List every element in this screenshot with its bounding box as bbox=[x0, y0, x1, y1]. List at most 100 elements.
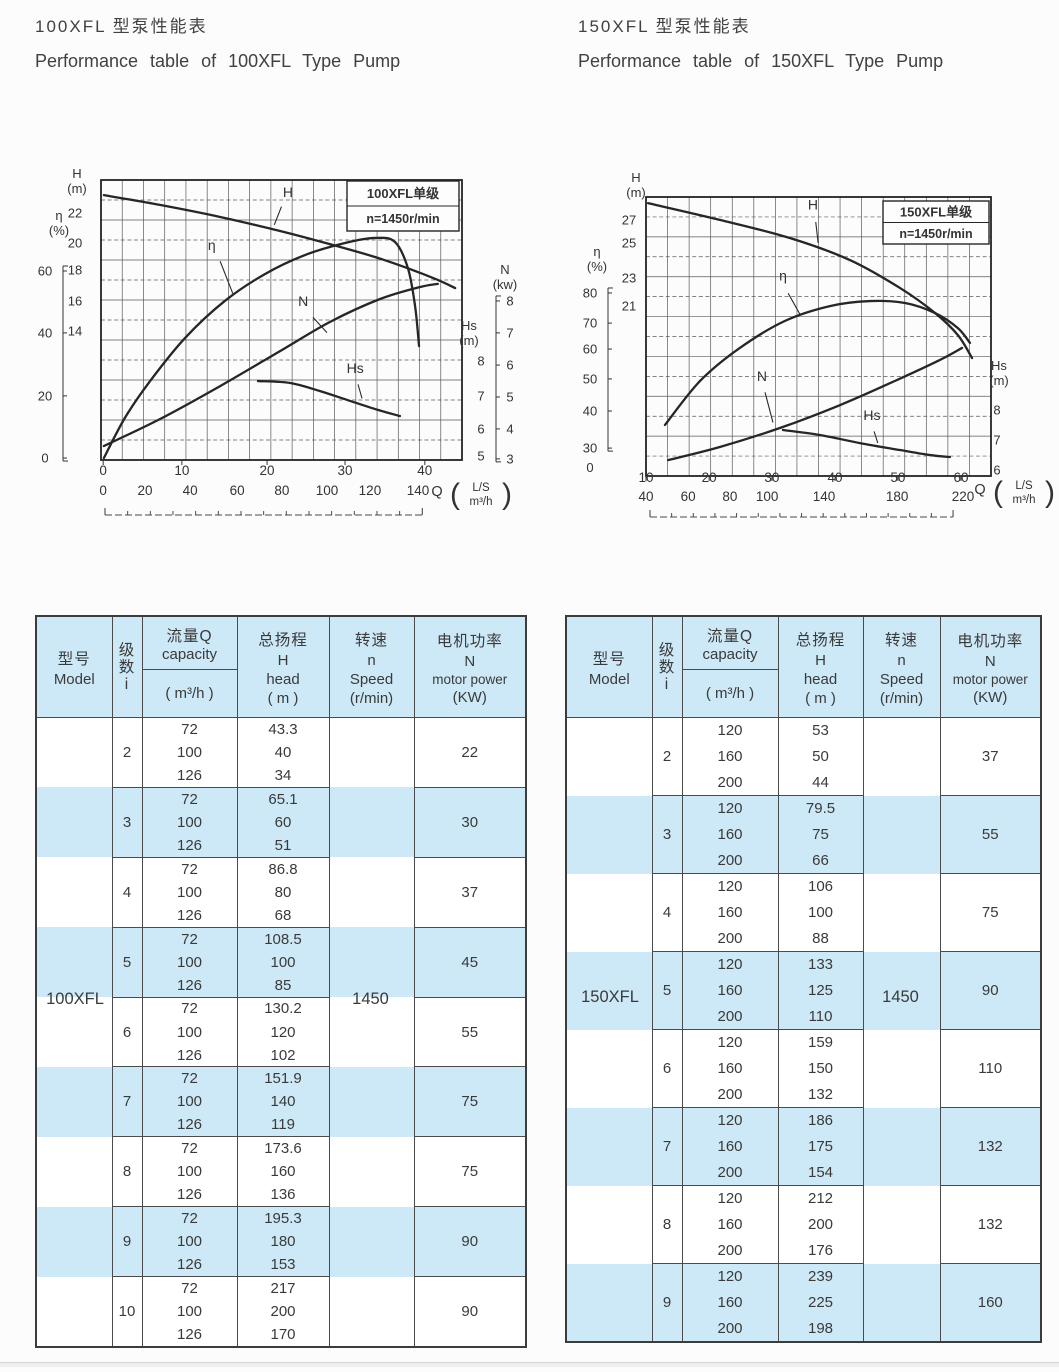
col-power-line: motor power bbox=[432, 671, 508, 687]
svg-text:70: 70 bbox=[583, 316, 597, 331]
col-model: 型号 Model bbox=[565, 616, 653, 718]
svg-text:10: 10 bbox=[174, 463, 189, 478]
svg-text:(%): (%) bbox=[587, 259, 607, 274]
head-cell: 110 bbox=[777, 1003, 864, 1030]
chart-title-box: 150XFL单级 n=1450r/min bbox=[882, 200, 990, 245]
page-title-en-100xfl: Performance table of 100XFL Type Pump bbox=[35, 51, 401, 71]
model-segment-cell bbox=[565, 873, 653, 952]
table-row: 100 100 bbox=[36, 950, 526, 974]
power-cell: 30 bbox=[413, 786, 527, 858]
table-row: 100 200 bbox=[36, 1299, 526, 1324]
capacity-cell: 126 bbox=[141, 1253, 238, 1277]
capacity-cell: 126 bbox=[141, 764, 238, 788]
table-row: 7 120 186 132 bbox=[565, 1107, 1042, 1186]
model-segment-cell bbox=[35, 927, 113, 998]
col-stage-line: 级 bbox=[118, 641, 136, 659]
model-segment-cell bbox=[35, 1066, 113, 1137]
col-power-line: N bbox=[464, 652, 476, 670]
svg-text:(: ( bbox=[450, 478, 460, 511]
capacity-cell: 126 bbox=[141, 833, 238, 858]
head-cell: 68 bbox=[236, 903, 330, 928]
col-capacity-unit: ( m³/h ) bbox=[165, 685, 214, 702]
power-cell: 55 bbox=[413, 996, 527, 1067]
col-stage-line: i bbox=[124, 675, 130, 693]
svg-text:0: 0 bbox=[41, 451, 48, 466]
svg-text:(%): (%) bbox=[49, 223, 69, 238]
col-speed-line: (r/min) bbox=[349, 689, 394, 707]
svg-text:Hs: Hs bbox=[991, 358, 1007, 373]
table-row: 3 120 79.5 55 bbox=[565, 795, 1042, 874]
table-row: 126 153 bbox=[36, 1253, 526, 1277]
head-cell: 225 bbox=[777, 1289, 864, 1316]
svg-text:0: 0 bbox=[99, 483, 107, 498]
capacity-cell: 126 bbox=[141, 1113, 238, 1137]
head-cell: 175 bbox=[777, 1133, 864, 1160]
power-cell: 132 bbox=[939, 1107, 1042, 1186]
power-cell: 45 bbox=[413, 926, 527, 998]
svg-text:(kw): (kw) bbox=[493, 277, 518, 292]
col-capacity-title: 流量Q capacity bbox=[142, 617, 237, 670]
svg-text:(m): (m) bbox=[67, 181, 87, 196]
stage-cell: 4 bbox=[651, 873, 683, 952]
model-segment-cell bbox=[35, 857, 113, 928]
col-head-line: 总扬程 bbox=[795, 631, 846, 649]
col-power-line: motor power bbox=[952, 671, 1028, 687]
head-cell: 102 bbox=[236, 1043, 330, 1067]
capacity-cell: 100 bbox=[141, 740, 238, 765]
svg-text:14: 14 bbox=[68, 323, 82, 338]
model-segment-cell bbox=[565, 795, 653, 874]
head-cell: 151.9 bbox=[236, 1066, 330, 1091]
speed-segment-cell bbox=[328, 1276, 415, 1347]
svg-text:40: 40 bbox=[583, 403, 597, 418]
capacity-cell: 100 bbox=[141, 810, 238, 834]
model-segment-cell bbox=[35, 1136, 113, 1207]
table-row: 126 34 bbox=[36, 764, 526, 788]
svg-text:7: 7 bbox=[506, 325, 513, 340]
svg-text:Q: Q bbox=[974, 482, 985, 498]
capacity-cell: 160 bbox=[681, 1211, 779, 1238]
capacity-cell: 160 bbox=[681, 1289, 779, 1316]
power-cell: 90 bbox=[413, 1206, 527, 1277]
svg-text:Q: Q bbox=[431, 484, 442, 500]
col-stage-line: 级 bbox=[658, 641, 676, 659]
col-speed-line: 转速 bbox=[884, 631, 918, 649]
svg-text:Hs: Hs bbox=[461, 318, 477, 333]
table-row: 160 75 bbox=[566, 821, 1041, 848]
head-cell: 44 bbox=[777, 769, 864, 796]
svg-text:8: 8 bbox=[477, 353, 484, 368]
head-cell: 180 bbox=[236, 1230, 330, 1254]
capacity-cell: 160 bbox=[681, 899, 779, 926]
table-row: 100 60 bbox=[36, 810, 526, 834]
svg-text:80: 80 bbox=[722, 489, 737, 504]
col-head-line: head bbox=[266, 670, 300, 688]
svg-text:27: 27 bbox=[622, 212, 636, 227]
speed-segment-cell bbox=[862, 795, 941, 874]
table-row: 5 120 133 90 bbox=[565, 951, 1042, 1030]
table-row: 2 120 53 37 bbox=[565, 717, 1042, 796]
head-cell: 200 bbox=[236, 1299, 330, 1324]
svg-text:16: 16 bbox=[68, 293, 82, 308]
col-head-line: ( m ) bbox=[267, 689, 299, 707]
series-Hs: Hs bbox=[256, 360, 402, 418]
svg-text:60: 60 bbox=[681, 489, 696, 504]
capacity-cell: 72 bbox=[141, 996, 238, 1021]
svg-text:60: 60 bbox=[38, 264, 52, 279]
speed-segment-cell bbox=[328, 1206, 415, 1277]
table-row: 160 200 bbox=[566, 1211, 1041, 1238]
head-cell: 239 bbox=[777, 1263, 864, 1290]
table-row: 126 51 bbox=[36, 833, 526, 858]
svg-text:22: 22 bbox=[68, 206, 82, 221]
head-cell: 43.3 bbox=[236, 716, 330, 741]
svg-text:7: 7 bbox=[477, 388, 484, 403]
svg-text:50: 50 bbox=[583, 371, 597, 386]
speed-segment-cell bbox=[328, 1136, 415, 1207]
page-title-zh-100xfl: 100XFL 型泵性能表 bbox=[35, 17, 208, 36]
col-capacity-unit: ( m³/h ) bbox=[705, 685, 755, 702]
svg-text:100XFL单级: 100XFL单级 bbox=[367, 186, 440, 201]
col-head-line: 总扬程 bbox=[258, 631, 308, 649]
svg-text:η: η bbox=[55, 208, 62, 223]
